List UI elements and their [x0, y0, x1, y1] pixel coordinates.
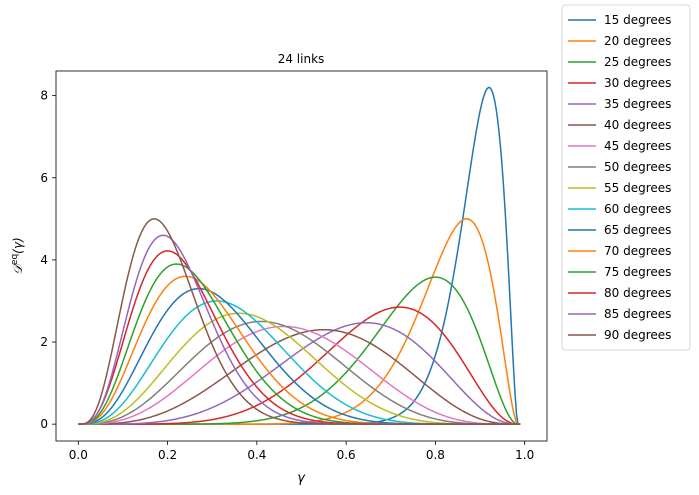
legend-frame [561, 4, 691, 351]
x-tick-label: 0.4 [247, 448, 266, 462]
y-axis-label-sup: eq [10, 254, 20, 265]
legend-label: 90 degrees [604, 328, 671, 342]
series-line [78, 218, 521, 425]
y-tick-label: 0 [40, 417, 48, 431]
series-line [78, 320, 521, 425]
legend-label: 60 degrees [604, 202, 671, 216]
legend-label: 15 degrees [604, 13, 671, 27]
series-line [78, 328, 521, 425]
legend-items: 15 degrees 20 degrees 25 degrees 30 degrees… [568, 13, 671, 342]
legend-label: 30 degrees [604, 76, 671, 90]
x-tick-label: 0.2 [158, 448, 177, 462]
legend-label: 25 degrees [604, 55, 671, 69]
legend-label: 40 degrees [604, 118, 671, 132]
legend-label: 80 degrees [604, 286, 671, 300]
legend-label: 20 degrees [604, 34, 671, 48]
legend-label: 75 degrees [604, 265, 671, 279]
x-axis-ticks: 0.0 0.2 0.4 0.6 0.8 1.0 [69, 441, 534, 462]
x-tick-label: 0.6 [337, 448, 356, 462]
series-line [78, 306, 521, 425]
legend-label: 85 degrees [604, 307, 671, 321]
legend-label: 55 degrees [604, 181, 671, 195]
y-tick-label: 8 [40, 89, 48, 103]
y-tick-label: 2 [40, 335, 48, 349]
y-tick-label: 6 [40, 171, 48, 185]
axes-frame [55, 70, 548, 442]
series-line [78, 325, 521, 425]
y-tick-label: 4 [40, 253, 48, 267]
y-axis-label: 𝒟eq(γ) [10, 237, 25, 274]
series-line [78, 321, 521, 425]
y-axis-ticks: 0 2 4 6 8 [40, 89, 56, 431]
x-axis-label: γ [297, 471, 306, 486]
legend-label: 70 degrees [604, 244, 671, 258]
chart-title: 24 links [278, 52, 325, 66]
legend-label: 35 degrees [604, 97, 671, 111]
legend: 15 degrees 20 degrees 25 degrees 30 degrees… [561, 4, 691, 351]
x-tick-label: 0.0 [69, 448, 88, 462]
legend-label: 45 degrees [604, 139, 671, 153]
y-axis-label-arg: (γ) [11, 237, 25, 253]
legend-label: 65 degrees [604, 223, 671, 237]
legend-label: 50 degrees [604, 160, 671, 174]
y-axis-label-main: 𝒟 [11, 263, 25, 275]
x-tick-label: 1.0 [515, 448, 534, 462]
x-tick-label: 0.8 [426, 448, 445, 462]
plot-lines [78, 86, 521, 425]
